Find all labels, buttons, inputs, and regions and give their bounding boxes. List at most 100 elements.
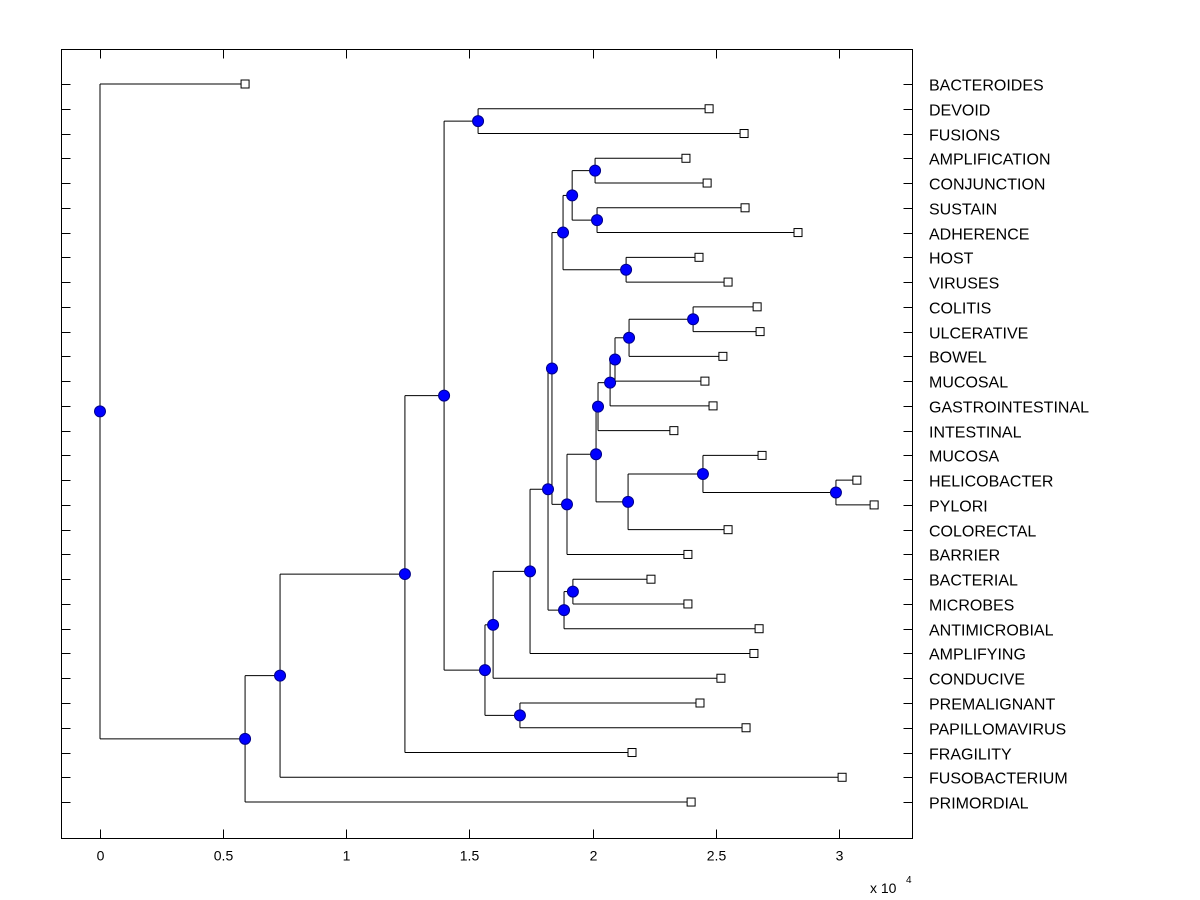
leaf-marker [723, 525, 733, 535]
y-axis-ticks [61, 84, 913, 803]
node-marker [487, 618, 500, 631]
node-marker [398, 568, 411, 581]
axes-frame [61, 49, 913, 839]
leaf-marker [716, 673, 726, 683]
leaf-label: MUCOSAL [929, 375, 1008, 392]
leaf-marker [694, 252, 704, 262]
leaf-marker [240, 79, 250, 89]
x-tick-label: 1 [343, 848, 351, 864]
node-marker [542, 483, 555, 496]
leaf-markers-layer [240, 79, 879, 807]
leaf-label: ULCERATIVE [929, 326, 1028, 343]
leaf-label: BACTEROIDES [929, 78, 1044, 95]
leaf-label: AMPLIFYING [929, 647, 1026, 664]
leaf-marker [837, 772, 847, 782]
x-axis-ticks: 0 0.5 1 1.5 2 2.5 3 [97, 49, 844, 864]
leaf-marker [754, 624, 764, 634]
x-tick-label: 2.5 [707, 848, 727, 864]
node-marker [274, 669, 287, 682]
leaf-label: DEVOID [929, 103, 990, 120]
leaf-label: CONJUNCTION [929, 177, 1045, 194]
leaf-label: SUSTAIN [929, 202, 997, 219]
node-marker [696, 467, 709, 480]
leaf-label: FRAGILITY [929, 747, 1012, 764]
leaf-marker [700, 376, 710, 386]
leaf-label: VIRUSES [929, 276, 999, 293]
x-tick-label: 3 [836, 848, 844, 864]
node-marker [620, 263, 633, 276]
leaf-label: COLORECTAL [929, 524, 1036, 541]
node-marker [590, 448, 603, 461]
leaf-label: FUSIONS [929, 128, 1000, 145]
node-marker [94, 405, 106, 418]
leaf-label: HELICOBACTER [929, 474, 1053, 491]
leaf-label: PRIMORDIAL [929, 796, 1029, 813]
node-marker [604, 376, 617, 389]
leaf-marker [683, 549, 693, 559]
leaf-label: HOST [929, 251, 974, 268]
node-marker [472, 115, 485, 128]
node-marker [591, 214, 604, 227]
leaf-marker [852, 475, 862, 485]
leaf-label: MICROBES [929, 598, 1014, 615]
node-markers-layer [94, 115, 842, 745]
leaf-marker [686, 797, 696, 807]
leaf-label: FUSOBACTERIUM [929, 771, 1068, 788]
leaf-marker [681, 153, 691, 163]
leaf-label: GASTROINTESTINAL [929, 400, 1089, 417]
leaf-marker [757, 450, 767, 460]
leaf-marker [669, 426, 679, 436]
leaf-label: ANTIMICROBIAL [929, 623, 1054, 640]
leaf-label: PAPILLOMAVIRUS [929, 722, 1066, 739]
node-marker [478, 664, 491, 677]
node-marker [622, 495, 635, 508]
node-marker [623, 331, 636, 344]
node-marker [589, 164, 602, 177]
node-marker [592, 400, 605, 413]
node-marker [609, 353, 622, 366]
leaf-marker [739, 129, 749, 139]
leaf-label: BARRIER [929, 548, 1000, 565]
leaf-marker [869, 500, 879, 510]
node-marker [557, 226, 570, 239]
node-marker [545, 362, 558, 375]
node-marker [566, 189, 579, 202]
branches-layer [99, 83, 875, 803]
leaf-label: PYLORI [929, 499, 988, 516]
leaf-marker [704, 104, 714, 114]
leaf-marker [723, 277, 733, 287]
leaf-label: PREMALIGNANT [929, 697, 1055, 714]
leaf-marker [627, 748, 637, 758]
leaf-marker [749, 648, 759, 658]
leaf-marker [718, 351, 728, 361]
leaf-marker [752, 302, 762, 312]
node-marker [829, 486, 842, 499]
x-tick-label: 2 [590, 848, 598, 864]
leaf-label: BACTERIAL [929, 573, 1018, 590]
leaf-marker [741, 723, 751, 733]
node-marker [558, 604, 571, 617]
leaf-labels: BACTEROIDES DEVOID FUSIONS AMPLIFICATION CON… [929, 78, 1089, 813]
leaf-label: COLITIS [929, 301, 991, 318]
leaf-marker [702, 178, 712, 188]
leaf-marker [793, 228, 803, 238]
leaf-label: INTESTINAL [929, 425, 1022, 442]
node-marker [560, 498, 573, 511]
x-tick-label: 1.5 [460, 848, 480, 864]
leaf-label: ADHERENCE [929, 227, 1029, 244]
leaf-marker [708, 401, 718, 411]
leaf-marker [683, 599, 693, 609]
node-marker [513, 709, 526, 722]
leaf-label: BOWEL [929, 350, 987, 367]
x-tick-label: 0.5 [214, 848, 234, 864]
leaf-marker [646, 574, 656, 584]
x-tick-label: 0 [97, 848, 105, 864]
leaf-marker [695, 698, 705, 708]
node-marker [524, 565, 537, 578]
leaf-marker [740, 203, 750, 213]
node-marker [438, 389, 451, 402]
leaf-marker [755, 327, 765, 337]
node-marker [687, 313, 700, 326]
x-axis-multiplier-exponent: 4 [906, 875, 912, 886]
